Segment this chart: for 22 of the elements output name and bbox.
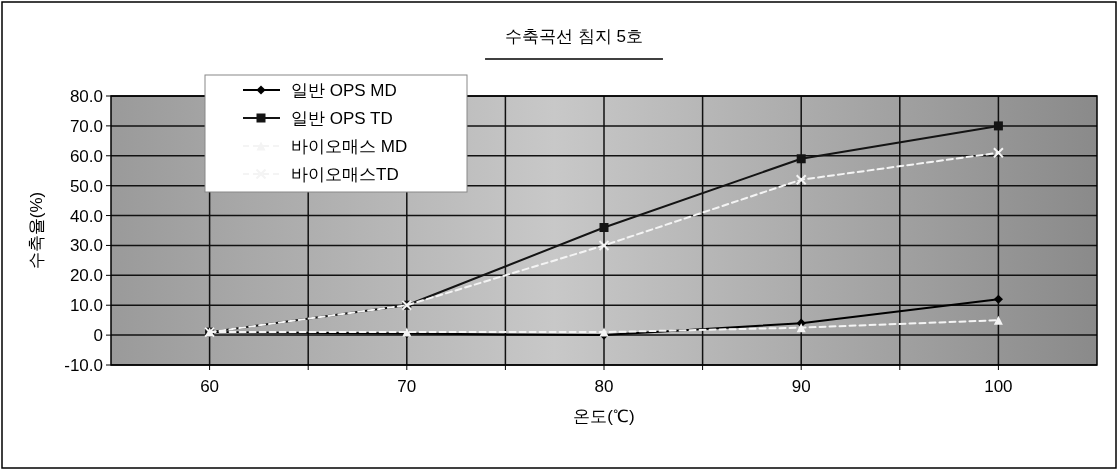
y-tick-label: 80.0 — [69, 87, 103, 106]
legend-label: 바이오매스TD — [291, 165, 399, 184]
y-tick-label: 40.0 — [69, 206, 103, 226]
y-tick-label: 10.0 — [69, 296, 103, 316]
y-tick-label: 30.0 — [69, 236, 103, 256]
x-tick-label: 100 — [984, 377, 1013, 396]
legend-label: 바이오매스 MD — [291, 137, 408, 156]
y-tick-label: 60.0 — [69, 146, 103, 166]
y-tick-label: 0 — [93, 326, 103, 346]
y-axis-title: 수축율(%) — [27, 191, 46, 270]
x-tick-label: 70 — [397, 377, 417, 396]
x-tick-label: 60 — [200, 377, 220, 396]
x-axis-title: 온도(℃) — [573, 407, 635, 426]
y-tick-label: 70.0 — [69, 116, 103, 136]
y-tick-label: -10.0 — [64, 356, 103, 375]
legend-label: 일반 OPS MD — [291, 81, 397, 100]
chart-title: 수축곡선 침지 5호 — [505, 27, 643, 46]
legend-label: 일반 OPS TD — [291, 109, 393, 128]
x-tick-label: 90 — [791, 377, 811, 396]
x-tick-label: 80 — [594, 377, 614, 396]
y-tick-label: 50.0 — [69, 176, 103, 196]
y-tick-label: 20.0 — [69, 266, 103, 286]
